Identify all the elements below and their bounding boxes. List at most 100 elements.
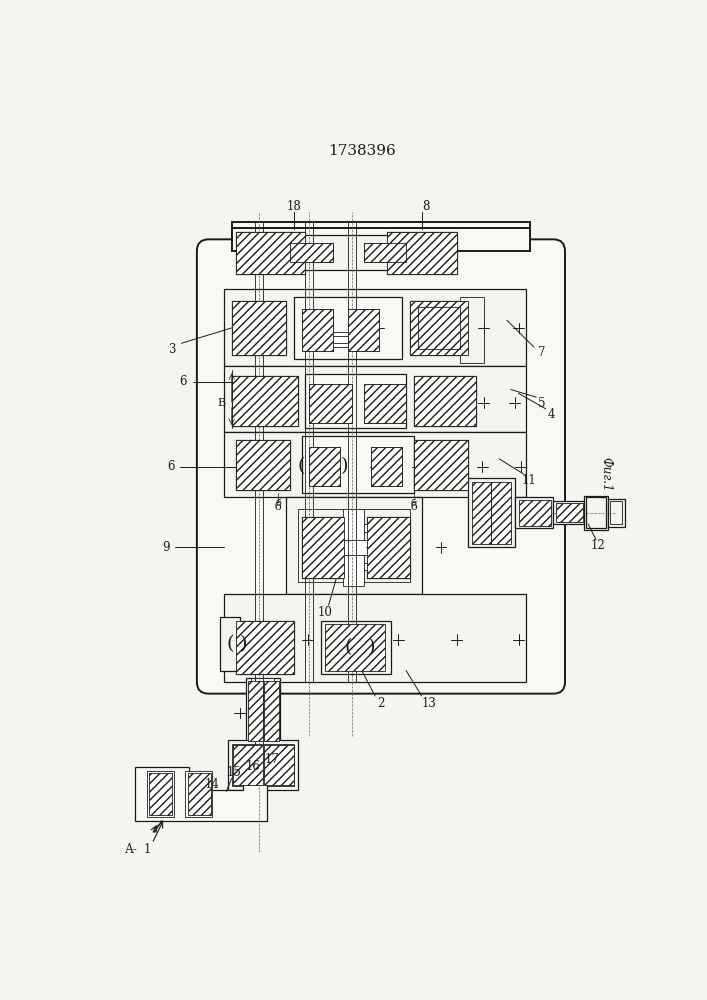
Bar	[185, 771, 212, 817]
Text: B: B	[218, 398, 226, 408]
Bar	[232, 376, 298, 426]
Text: ): )	[240, 635, 247, 653]
Bar	[414, 376, 476, 426]
Bar	[329, 540, 378, 555]
Bar	[235, 440, 290, 490]
Bar	[264, 745, 293, 785]
Bar	[235, 440, 290, 490]
Bar	[472, 482, 491, 544]
Bar	[414, 376, 476, 426]
Bar	[224, 366, 526, 432]
Bar	[235, 305, 282, 351]
Bar	[363, 243, 406, 262]
Text: 6: 6	[179, 375, 187, 388]
Bar	[363, 384, 406, 423]
Bar	[290, 243, 332, 262]
Text: 6: 6	[167, 460, 174, 473]
Text: 9: 9	[162, 541, 170, 554]
Text: 5: 5	[538, 397, 546, 410]
Text: 16: 16	[246, 760, 261, 773]
Text: Фиг.1: Фиг.1	[600, 457, 612, 492]
Bar	[468, 478, 515, 547]
Bar	[301, 517, 344, 578]
Bar	[460, 297, 484, 363]
Bar	[325, 624, 385, 671]
Bar	[232, 228, 530, 251]
Text: 13: 13	[422, 697, 437, 710]
Bar	[232, 301, 286, 355]
Bar	[363, 384, 406, 423]
Bar	[421, 382, 468, 420]
Text: 2: 2	[378, 697, 385, 710]
Bar	[146, 771, 174, 817]
Text: б: б	[275, 499, 281, 508]
Bar	[491, 482, 510, 544]
Bar	[418, 307, 460, 349]
Bar	[149, 773, 172, 815]
Bar	[248, 681, 263, 741]
Bar	[515, 497, 554, 528]
Bar	[309, 384, 352, 423]
Bar	[290, 243, 332, 262]
FancyBboxPatch shape	[197, 239, 565, 694]
Text: 15: 15	[227, 766, 242, 779]
Bar	[309, 384, 352, 423]
Bar	[585, 496, 607, 530]
Bar	[518, 500, 551, 526]
Bar	[233, 745, 263, 785]
Text: 4: 4	[548, 408, 556, 421]
Bar	[301, 309, 332, 351]
Bar	[282, 235, 410, 270]
Bar	[235, 232, 305, 274]
Bar	[187, 773, 211, 815]
Bar	[309, 447, 340, 486]
Bar	[264, 681, 279, 741]
Bar	[410, 301, 468, 355]
Bar	[305, 374, 406, 428]
Bar	[332, 628, 378, 667]
Bar	[321, 620, 391, 674]
Text: (: (	[344, 638, 352, 656]
Bar	[235, 620, 293, 674]
Bar	[301, 436, 414, 493]
Bar	[410, 301, 468, 355]
Bar	[329, 532, 375, 563]
Polygon shape	[135, 767, 267, 821]
Bar	[293, 297, 402, 359]
Text: б: б	[411, 499, 417, 508]
Bar	[309, 447, 340, 486]
Bar	[224, 289, 526, 366]
Bar	[371, 447, 402, 486]
Text: 7: 7	[538, 346, 546, 359]
Text: 1: 1	[144, 843, 151, 856]
Bar	[368, 517, 410, 578]
Bar	[224, 432, 526, 497]
Text: 18: 18	[286, 200, 301, 213]
Bar	[321, 524, 383, 570]
Text: 12: 12	[591, 539, 606, 552]
Bar	[246, 678, 280, 744]
Bar	[220, 617, 240, 671]
Bar	[586, 497, 606, 528]
Text: 1738396: 1738396	[328, 144, 396, 158]
Text: б: б	[411, 502, 417, 512]
Text: ): )	[368, 638, 375, 656]
Bar	[232, 376, 298, 426]
Text: б: б	[275, 502, 281, 512]
Bar	[235, 232, 305, 274]
Bar	[224, 594, 526, 682]
Text: (: (	[226, 635, 234, 653]
Bar	[240, 624, 290, 671]
Bar	[414, 440, 468, 490]
Bar	[363, 243, 406, 262]
Text: А-: А-	[124, 843, 137, 856]
Text: 3: 3	[168, 343, 176, 356]
Bar	[371, 447, 402, 486]
Bar	[235, 620, 293, 674]
Bar	[298, 509, 410, 582]
Bar	[286, 497, 421, 594]
Text: (: (	[298, 458, 305, 476]
Text: ): )	[340, 458, 348, 476]
Bar	[251, 678, 274, 744]
Bar	[232, 744, 293, 786]
